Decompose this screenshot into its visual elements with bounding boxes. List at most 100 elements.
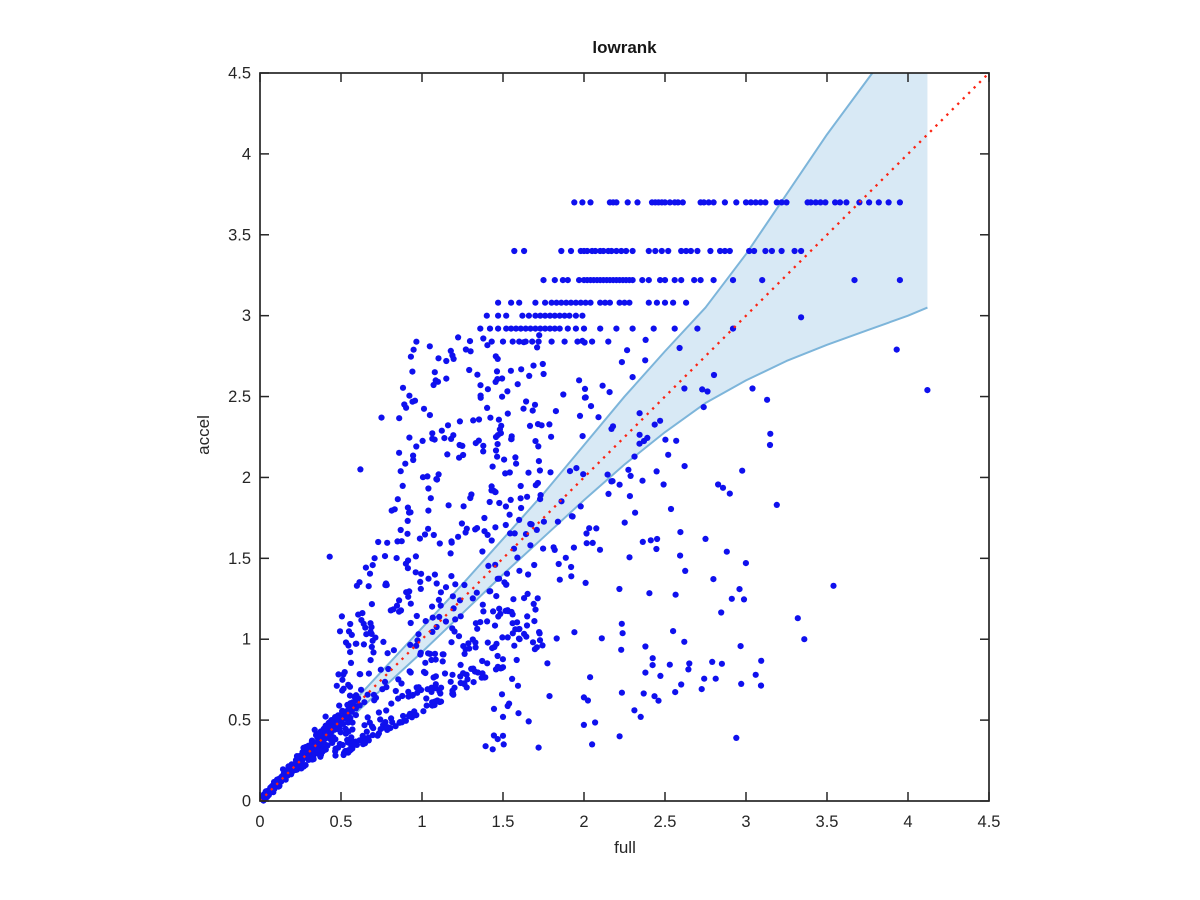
scatter-point [621, 299, 628, 306]
scatter-point [419, 437, 426, 444]
scatter-point [399, 692, 406, 700]
scatter-point [551, 325, 558, 332]
scatter-point [832, 199, 839, 206]
scatter-point [292, 759, 299, 767]
scatter-point [524, 613, 531, 620]
scatter-point [705, 199, 712, 206]
scatter-point [307, 742, 314, 750]
scatter-point [532, 438, 539, 445]
scatter-point [539, 642, 546, 649]
scatter-point [798, 247, 805, 255]
scatter-point [618, 247, 625, 255]
y-tick-label: 0.5 [228, 712, 251, 730]
x-axis-label: full [614, 838, 636, 857]
scatter-point [338, 613, 345, 620]
scatter-point [374, 732, 381, 739]
scatter-point [629, 247, 636, 255]
scatter-point [325, 724, 332, 731]
scatter-point [483, 312, 490, 319]
scatter-point [616, 585, 623, 593]
scatter-point [515, 626, 522, 633]
scatter-point [406, 392, 413, 399]
scatter-point [576, 377, 583, 384]
scatter-point [709, 658, 716, 666]
scatter-point [436, 540, 443, 547]
y-tick-label: 2 [242, 469, 251, 487]
scatter-point [490, 732, 497, 739]
scatter-point [694, 325, 701, 332]
scatter-point [642, 669, 649, 676]
scatter-point [449, 593, 456, 600]
scatter-point [407, 509, 414, 516]
scatter-point [371, 697, 378, 704]
scatter-point [512, 325, 520, 332]
scatter-point [694, 247, 701, 255]
scatter-point [402, 717, 409, 724]
scatter-point [532, 312, 539, 319]
scatter-point [506, 511, 513, 518]
scatter-point [501, 456, 508, 463]
x-tick-label: 3.5 [816, 813, 839, 831]
scatter-point [448, 639, 455, 646]
scatter-point [511, 530, 518, 537]
scatter-point [452, 581, 459, 588]
scatter-point [631, 453, 638, 460]
scatter-point [407, 600, 414, 607]
scatter-point [749, 385, 756, 392]
y-tick-label: 4.5 [228, 65, 251, 83]
scatter-point [674, 199, 682, 206]
scatter-point [527, 542, 534, 549]
scatter-point [618, 689, 626, 696]
scatter-point [385, 665, 392, 673]
scatter-point [685, 666, 692, 673]
scatter-point [817, 199, 824, 206]
scatter-point [409, 368, 416, 375]
scatter-point [533, 526, 540, 534]
scatter-point [514, 381, 521, 388]
scatter-point [532, 325, 539, 332]
scatter-point [396, 415, 403, 422]
scatter-point [752, 199, 759, 206]
scatter-point [513, 460, 520, 467]
scatter-point [539, 360, 546, 368]
scatter-point [332, 748, 339, 755]
scatter-point [619, 630, 626, 637]
scatter-point [604, 471, 611, 478]
scatter-point [413, 642, 420, 649]
scatter-point [522, 338, 529, 345]
scatter-point [522, 325, 529, 332]
scatter-point [580, 721, 588, 729]
scatter-point [434, 378, 442, 385]
x-tick-label: 0.5 [330, 813, 353, 831]
scatter-point [326, 553, 333, 560]
scatter-point [558, 299, 565, 306]
scatter-point [547, 469, 554, 476]
scatter-point [449, 625, 456, 632]
scatter-point [589, 741, 596, 748]
scatter-point [525, 718, 532, 725]
scatter-point [515, 635, 523, 642]
scatter-point [450, 691, 457, 698]
scatter-point [431, 702, 438, 709]
scatter-point [645, 247, 652, 255]
scatter-point [773, 199, 780, 206]
scatter-point [407, 641, 414, 649]
scatter-point [430, 674, 437, 681]
scatter-point [512, 454, 519, 461]
scatter-point [626, 299, 633, 306]
scatter-point [426, 343, 433, 350]
scatter-point [721, 199, 729, 206]
scatter-point [384, 724, 391, 731]
scatter-point [486, 498, 493, 506]
scatter-point [397, 468, 404, 475]
scatter-point [499, 713, 507, 721]
scatter-point [506, 469, 513, 476]
scatter-point [507, 367, 514, 374]
scatter-point [653, 468, 660, 475]
scatter-point [504, 388, 511, 395]
scatter-point [370, 649, 377, 656]
scatter-point [673, 437, 680, 444]
scatter-point [511, 247, 518, 255]
scatter-point [474, 625, 481, 632]
scatter-point [556, 312, 563, 319]
